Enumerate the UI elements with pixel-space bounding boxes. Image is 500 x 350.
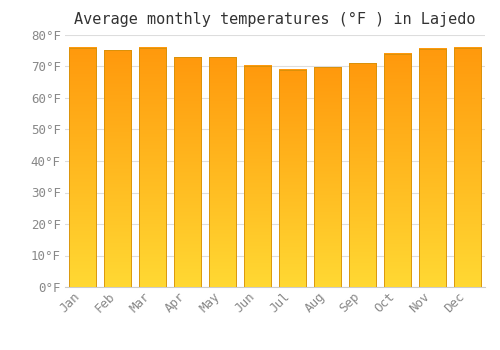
Bar: [384, 54, 411, 287]
Bar: [244, 65, 271, 287]
Bar: [314, 67, 341, 287]
Bar: [454, 48, 481, 287]
Bar: [314, 67, 341, 287]
Bar: [349, 63, 376, 287]
Bar: [454, 48, 481, 287]
Bar: [69, 48, 96, 287]
Bar: [419, 49, 446, 287]
Bar: [139, 48, 166, 287]
Bar: [279, 70, 306, 287]
Bar: [69, 48, 96, 287]
Bar: [139, 48, 166, 287]
Title: Average monthly temperatures (°F ) in Lajedo: Average monthly temperatures (°F ) in La…: [74, 12, 476, 27]
Bar: [384, 54, 411, 287]
Bar: [349, 63, 376, 287]
Bar: [209, 57, 236, 287]
Bar: [174, 57, 201, 287]
Bar: [244, 65, 271, 287]
Bar: [419, 49, 446, 287]
Bar: [279, 70, 306, 287]
Bar: [174, 57, 201, 287]
Bar: [104, 50, 131, 287]
Bar: [104, 50, 131, 287]
Bar: [209, 57, 236, 287]
